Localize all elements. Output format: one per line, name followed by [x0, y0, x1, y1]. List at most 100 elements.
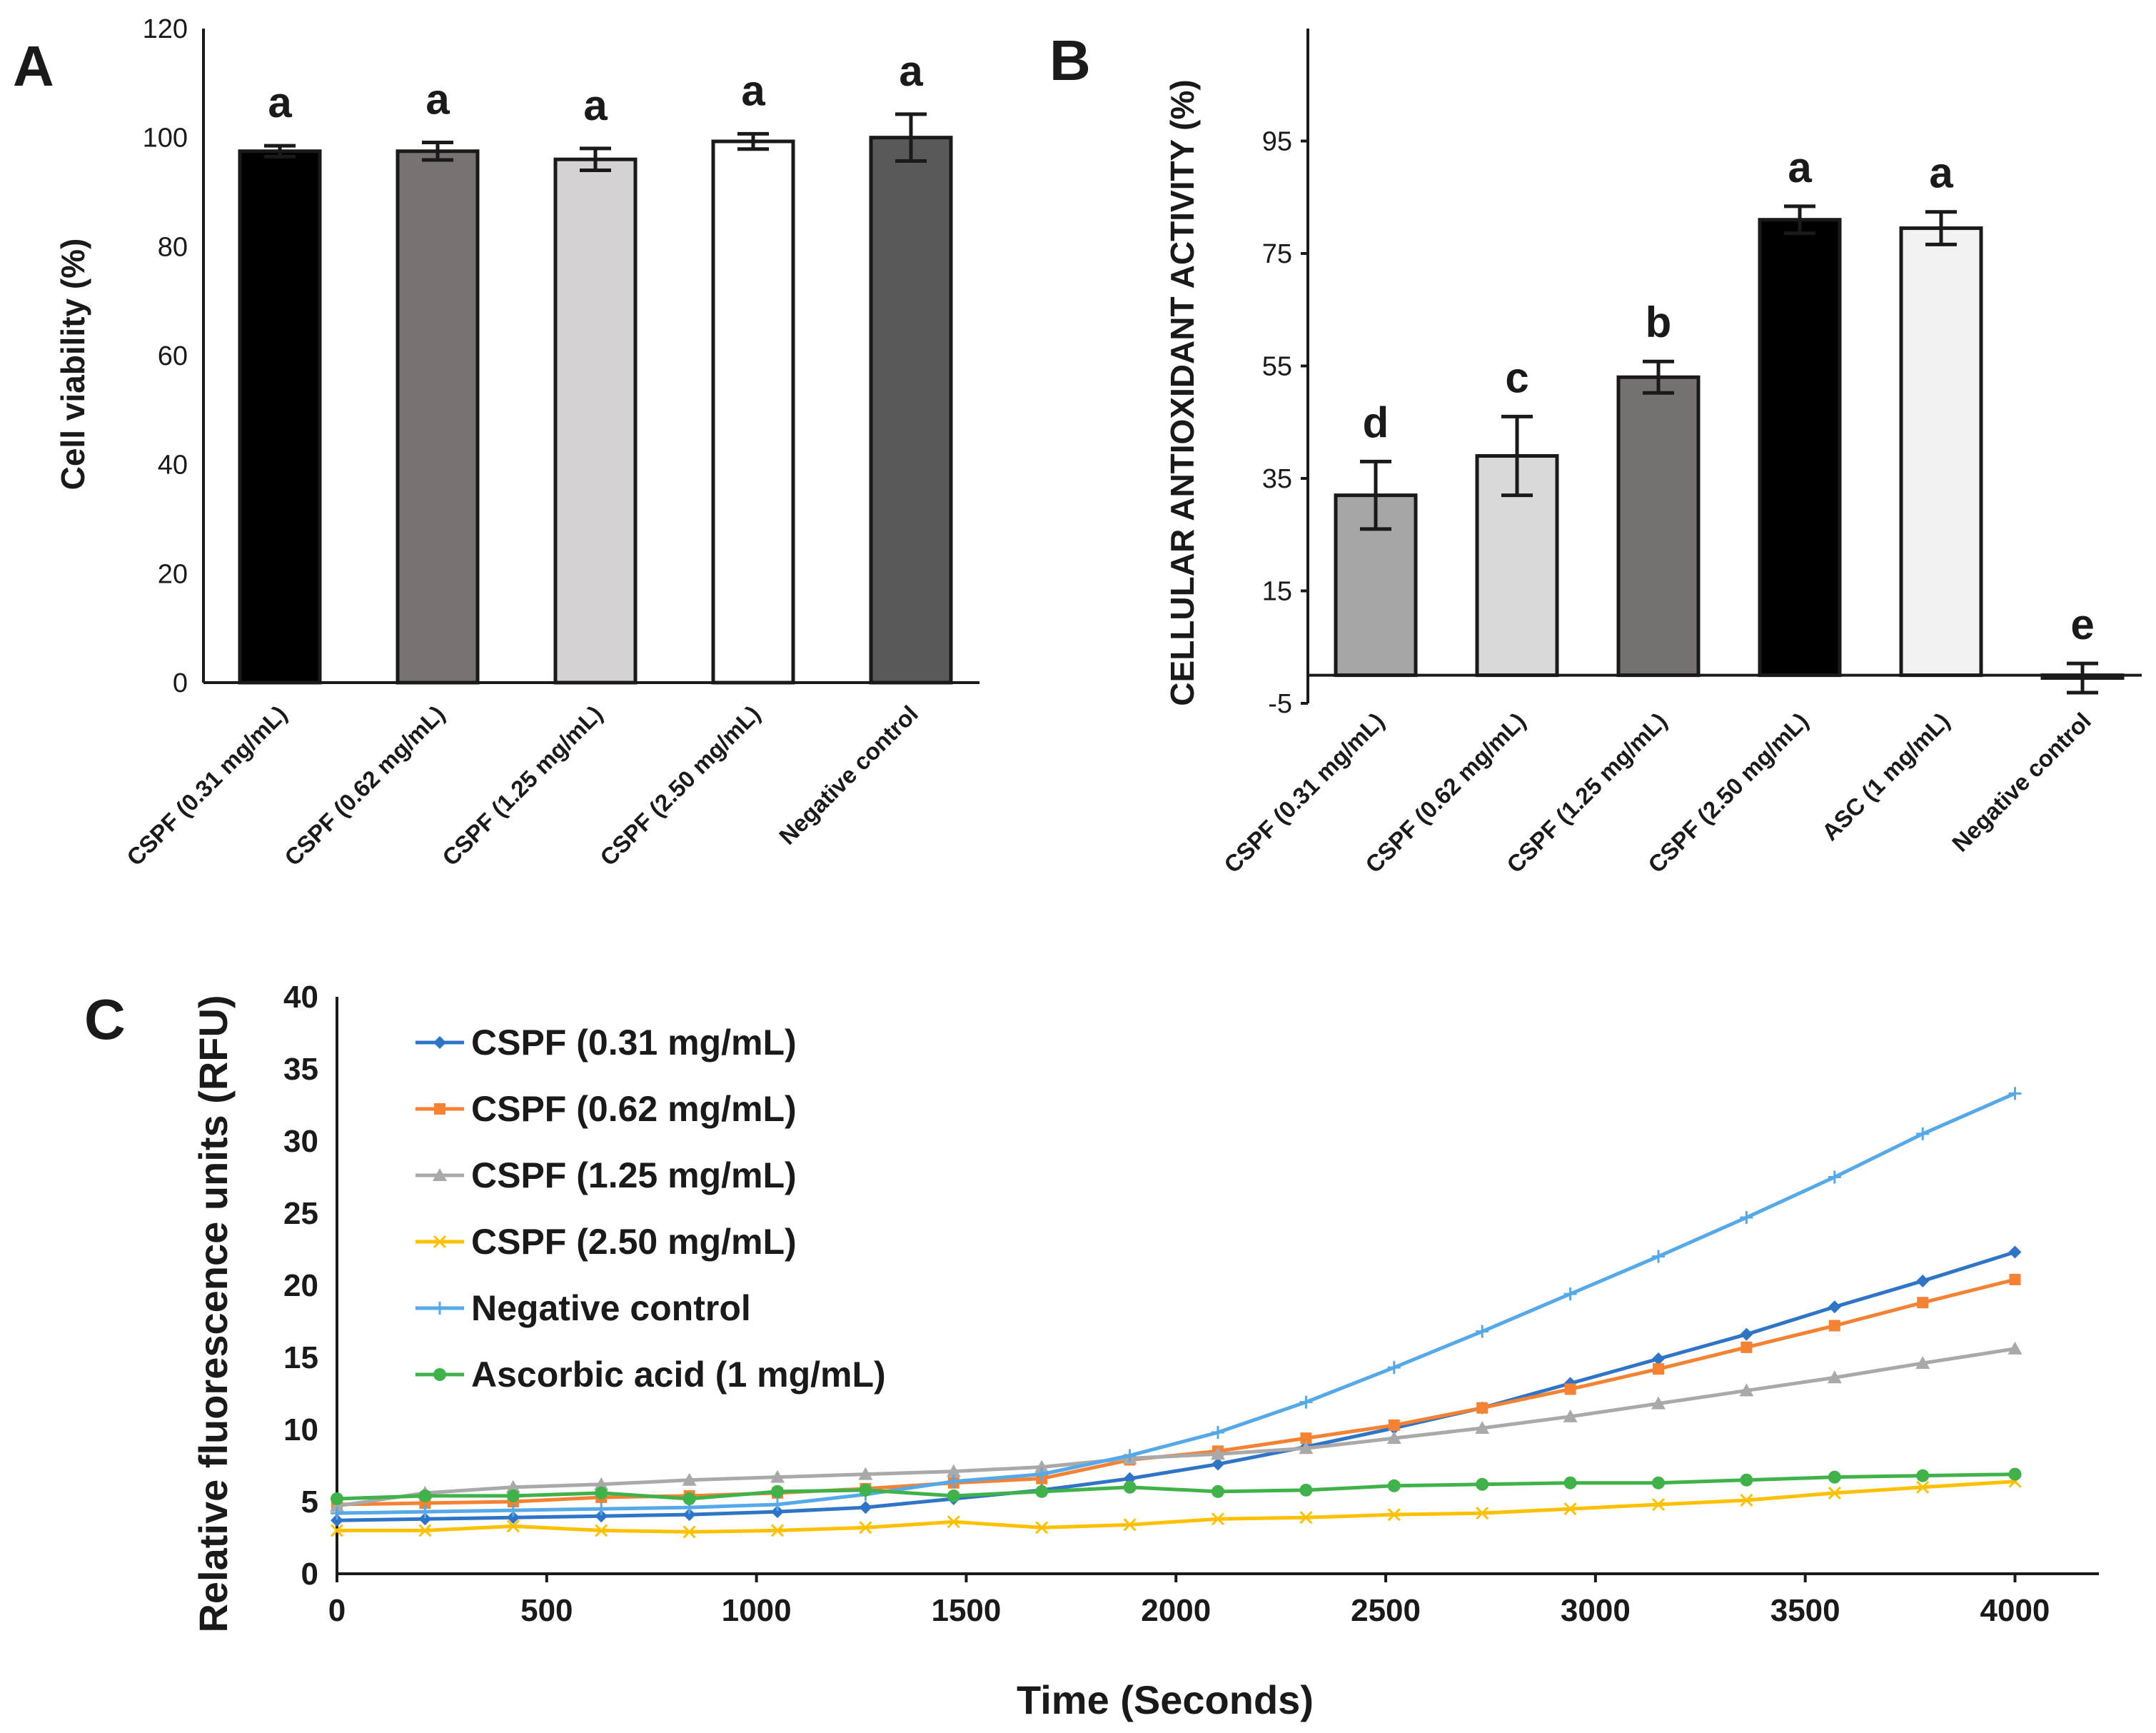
panel-a-category-label: CSPF (2.50 mg/mL)	[595, 700, 765, 871]
data-point	[1564, 1383, 1576, 1395]
data-point	[1828, 1320, 1840, 1332]
data-point	[1828, 1486, 1841, 1500]
data-point	[1652, 1352, 1665, 1366]
data-point	[2008, 1467, 2022, 1481]
data-point	[682, 1508, 696, 1522]
panel-a-significance-letter: a	[741, 66, 765, 114]
panel-b-y-tick-label: 15	[1262, 577, 1292, 607]
panel-c-x-tick-label: 2500	[1351, 1593, 1421, 1628]
panel-b-bar-cspf-2-50-mg-ml	[1758, 218, 1842, 678]
panel-c-x-tick-label: 2000	[1141, 1593, 1211, 1628]
panel-c-x-axis-title: Time (Seconds)	[1017, 1677, 1314, 1722]
data-point	[330, 1499, 344, 1512]
data-point	[506, 1511, 520, 1524]
panel-a-significance-letter: a	[899, 47, 923, 95]
data-point	[1652, 1250, 1665, 1263]
data-point	[859, 1521, 872, 1534]
data-point	[682, 1472, 697, 1486]
panel-c-x-tick-label: 3500	[1770, 1593, 1840, 1628]
panel-b-significance-letter: d	[1363, 398, 1389, 446]
data-point	[1211, 1447, 1225, 1460]
data-point	[1740, 1211, 1753, 1225]
data-point	[331, 1507, 343, 1520]
panel-a-category-label: Negative control	[774, 700, 923, 850]
panel-a-bar-cspf-1-25-mg-ml	[553, 157, 638, 685]
legend-marker	[433, 1235, 447, 1249]
data-point	[1386, 1431, 1401, 1445]
panel-c-y-tick-label: 20	[283, 1268, 318, 1303]
panel-a-bar-cspf-0-62-mg-ml	[396, 149, 480, 685]
panel-a-y-tick-label: 20	[158, 559, 188, 589]
panel-b-significance-letter: a	[1929, 149, 1953, 197]
panel-c-x-tick-label: 3000	[1561, 1593, 1631, 1628]
data-point	[1827, 1370, 1842, 1384]
legend-marker	[433, 1302, 446, 1315]
data-point	[1917, 1297, 1929, 1309]
data-point	[1563, 1287, 1577, 1301]
panel-b-y-tick-label: 35	[1262, 464, 1292, 494]
panel-c-y-tick-label: 40	[283, 980, 318, 1015]
data-point	[1211, 1512, 1225, 1526]
data-point	[1212, 1426, 1224, 1440]
data-point	[1387, 1479, 1401, 1492]
legend-marker	[433, 1036, 446, 1049]
panel-a-bar-negative-control	[869, 136, 953, 685]
data-point	[2008, 1245, 2022, 1259]
panel-label-b: B	[1049, 29, 1091, 92]
data-point	[1123, 1518, 1137, 1532]
data-point	[1212, 1485, 1224, 1498]
data-point	[506, 1504, 520, 1517]
data-point	[1299, 1395, 1313, 1409]
series-line-cspf-2-50-mg-ml	[337, 1480, 2015, 1534]
data-point	[859, 1501, 872, 1515]
data-point	[771, 1485, 784, 1498]
legend-label: CSPF (0.31 mg/mL)	[471, 1023, 797, 1063]
panel-c-x-tick-label: 0	[328, 1593, 346, 1628]
panel-c-y-tick-label: 35	[283, 1052, 318, 1087]
data-point	[331, 1492, 343, 1505]
data-point	[1828, 1300, 1841, 1314]
data-point	[1299, 1441, 1314, 1455]
panel-b-significance-letter: a	[1788, 144, 1812, 191]
data-point	[770, 1470, 785, 1483]
panel-label-a: A	[13, 34, 54, 98]
legend-marker	[433, 1168, 447, 1181]
panel-b-y-axis-title: CELLULAR ANTIOXIDANT ACTIVITY (%)	[1164, 79, 1201, 705]
panel-b-bar-asc-1-mg-ml	[1899, 226, 1983, 678]
panel-c-y-tick-label: 10	[283, 1412, 318, 1447]
data-point	[1123, 1449, 1137, 1462]
panel-a-y-tick-label: 40	[158, 451, 188, 481]
data-point	[771, 1498, 784, 1512]
series-line-cspf-0-31-mg-ml	[336, 1250, 2016, 1522]
legend-marker	[434, 1103, 445, 1115]
data-point	[1652, 1476, 1665, 1490]
panel-a-bar-cspf-0-31-mg-ml	[238, 149, 322, 685]
panel-c-x-tick-label: 1000	[722, 1593, 792, 1628]
panel-c-y-tick-label: 0	[301, 1557, 318, 1592]
data-point	[418, 1505, 432, 1519]
panel-c-y-tick-label: 25	[283, 1196, 318, 1231]
data-point	[418, 1489, 432, 1502]
data-point	[1035, 1485, 1049, 1498]
legend-label: Negative control	[471, 1288, 751, 1328]
panel-a-significance-letter: a	[583, 81, 608, 129]
data-point	[1740, 1473, 1753, 1487]
data-point	[1916, 1469, 1930, 1482]
data-point	[770, 1524, 785, 1537]
data-point	[1035, 1467, 1049, 1481]
data-point	[771, 1505, 784, 1519]
panel-c-x-tick-label: 500	[520, 1593, 573, 1628]
panel-b-category-label: CSPF (2.50 mg/mL)	[1643, 708, 1813, 878]
panel-b-y-tick-label: -5	[1268, 689, 1292, 719]
data-point	[1212, 1457, 1224, 1471]
data-point	[859, 1483, 872, 1497]
data-point	[1476, 1507, 1489, 1520]
data-point	[1741, 1341, 1753, 1353]
data-point	[1915, 1356, 1930, 1370]
data-point	[418, 1524, 432, 1537]
panel-b-category-label: Negative control	[1947, 708, 2096, 857]
data-point	[1299, 1483, 1313, 1497]
series-cspf-2-50-mg-ml	[330, 1475, 2022, 1539]
data-point	[947, 1515, 960, 1529]
